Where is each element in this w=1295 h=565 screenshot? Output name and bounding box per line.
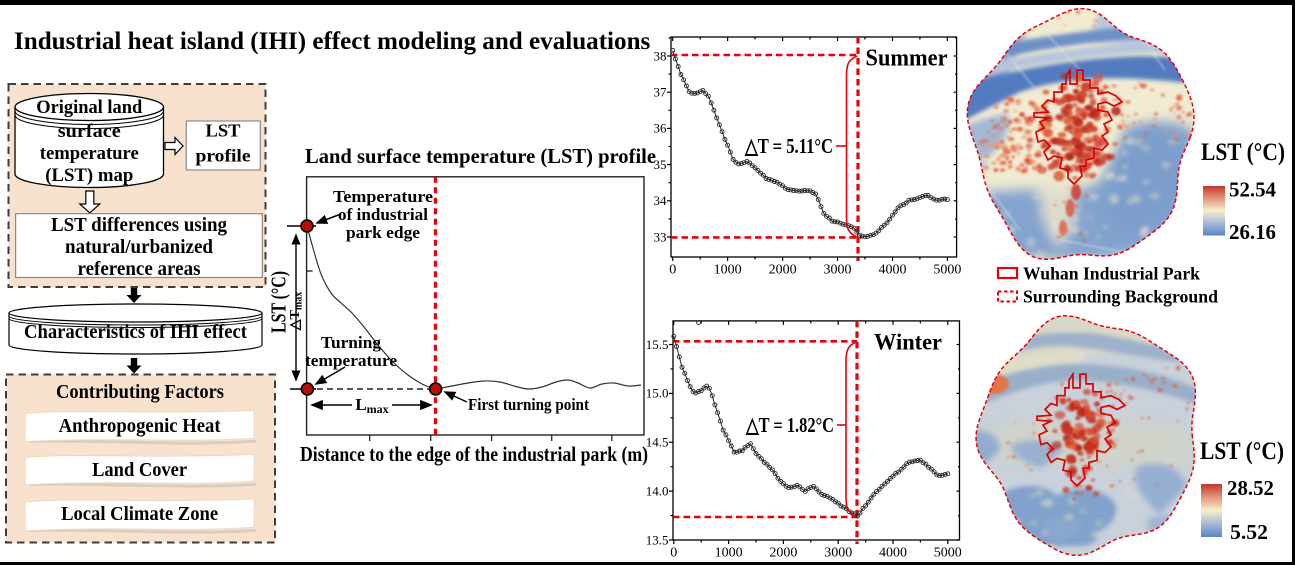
svg-text:38: 38 (654, 48, 667, 63)
svg-text:Temperature: Temperature (333, 187, 433, 206)
svg-text:natural/urbanized: natural/urbanized (65, 237, 213, 258)
svg-text:LST (°C): LST (°C) (1200, 438, 1284, 465)
svg-text:park edge: park edge (346, 223, 420, 242)
svg-text:Land surface temperature (LST): Land surface temperature (LST) profile (305, 144, 656, 168)
svg-text:5000: 5000 (934, 546, 962, 561)
svg-text:15.0: 15.0 (646, 386, 669, 401)
svg-text:(LST) map: (LST) map (45, 165, 133, 186)
svg-text:Characteristics of IHI effect: Characteristics of IHI effect (24, 321, 247, 343)
svg-text:3000: 3000 (824, 546, 852, 561)
svg-text:Wuhan Industrial Park: Wuhan Industrial Park (1023, 264, 1200, 284)
svg-text:First turning point: First turning point (468, 395, 589, 414)
svg-text:14.0: 14.0 (646, 483, 669, 498)
svg-text:2000: 2000 (769, 546, 797, 561)
svg-text:LST (°C): LST (°C) (266, 271, 290, 333)
svg-text:LST differences using: LST differences using (51, 215, 227, 236)
svg-text:Turning: Turning (321, 333, 382, 352)
svg-text:Anthropogenic Heat: Anthropogenic Heat (59, 415, 221, 437)
svg-text:1000: 1000 (714, 263, 742, 278)
svg-text:36: 36 (654, 121, 668, 136)
svg-text:4000: 4000 (879, 546, 907, 561)
svg-text:2000: 2000 (769, 263, 797, 278)
svg-text:△T = 5.11°C: △T = 5.11°C (744, 134, 833, 158)
svg-text:4000: 4000 (879, 263, 907, 278)
svg-text:Winter: Winter (874, 330, 942, 355)
svg-text:34: 34 (654, 193, 668, 208)
svg-text:52.54: 52.54 (1229, 178, 1276, 202)
svg-text:1000: 1000 (715, 546, 743, 561)
svg-text:Summer: Summer (866, 46, 948, 72)
svg-text:profile: profile (196, 146, 251, 166)
svg-text:14.5: 14.5 (646, 435, 669, 450)
svg-text:3000: 3000 (824, 263, 852, 278)
svg-text:Original land: Original land (36, 97, 142, 118)
svg-text:0: 0 (670, 546, 677, 561)
svg-text:LST: LST (206, 121, 241, 141)
svg-text:reference areas: reference areas (78, 259, 201, 280)
svg-text:35: 35 (654, 157, 667, 172)
svg-text:0: 0 (669, 263, 676, 278)
svg-text:13.5: 13.5 (646, 532, 669, 547)
svg-text:Distance to the edge of the i: Distance to the edge of the industrial p… (300, 442, 648, 466)
svg-text:37: 37 (654, 85, 668, 100)
svg-text:temperature: temperature (305, 351, 397, 370)
svg-text:26.16: 26.16 (1229, 220, 1276, 244)
svg-text:Land Cover: Land Cover (92, 459, 187, 481)
svg-text:Surrounding Background: Surrounding Background (1023, 287, 1218, 307)
svg-text:△T = 1.82°C: △T = 1.82°C (745, 413, 834, 437)
svg-text:33: 33 (654, 229, 667, 244)
svg-text:5000: 5000 (933, 263, 961, 278)
svg-text:15.5: 15.5 (646, 337, 669, 352)
svg-text:LST (°C): LST (°C) (1201, 139, 1285, 166)
svg-text:5.52: 5.52 (1230, 520, 1268, 544)
svg-text:Local Climate Zone: Local Climate Zone (61, 503, 218, 525)
svg-text:Contributing Factors: Contributing Factors (56, 381, 224, 403)
svg-text:temperature: temperature (40, 143, 139, 164)
svg-text:surface: surface (58, 121, 121, 142)
svg-text:28.52: 28.52 (1227, 476, 1274, 500)
svg-text:of industrial: of industrial (338, 205, 428, 224)
